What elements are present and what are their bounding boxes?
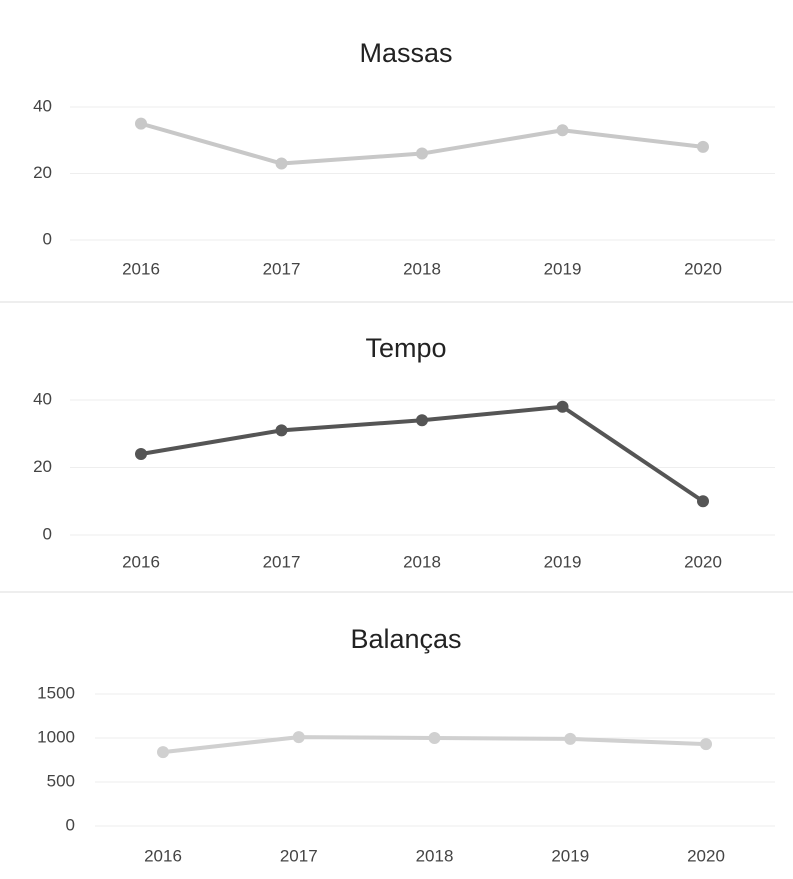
x-tick-label: 2019 — [544, 259, 582, 278]
point — [697, 495, 709, 508]
x-tick-label: 2018 — [416, 846, 454, 865]
x-tick-label: 2016 — [122, 552, 160, 571]
point — [135, 448, 147, 460]
x-tick-label: 2019 — [544, 552, 582, 571]
x-tick-label: 2018 — [403, 259, 441, 278]
point — [564, 732, 577, 745]
y-tick-label: 20 — [33, 457, 52, 476]
point — [416, 414, 428, 427]
point — [556, 124, 569, 137]
chart-title: Massas — [359, 38, 452, 68]
point — [135, 117, 147, 130]
x-tick-label: 2017 — [263, 552, 301, 571]
point — [556, 400, 569, 413]
x-tick-label: 2016 — [144, 846, 182, 865]
point — [700, 738, 712, 751]
point — [697, 140, 709, 153]
y-tick-label: 1000 — [37, 727, 75, 746]
point — [275, 424, 288, 437]
point — [416, 147, 428, 160]
chart-title: Tempo — [365, 333, 446, 363]
y-tick-label: 0 — [43, 229, 52, 248]
x-tick-label: 2020 — [684, 259, 722, 278]
x-tick-label: 2017 — [263, 259, 301, 278]
point — [428, 732, 441, 744]
point — [275, 157, 288, 170]
y-tick-label: 0 — [43, 524, 52, 543]
y-tick-label: 1500 — [37, 683, 75, 702]
x-tick-label: 2017 — [280, 846, 318, 865]
point — [157, 746, 169, 759]
x-tick-label: 2019 — [551, 846, 589, 865]
y-tick-label: 0 — [66, 815, 75, 834]
x-tick-label: 2020 — [687, 846, 725, 865]
point — [292, 731, 305, 744]
x-tick-label: 2018 — [403, 552, 441, 571]
x-tick-label: 2020 — [684, 552, 722, 571]
y-tick-label: 40 — [33, 96, 52, 115]
y-tick-label: 20 — [33, 163, 52, 182]
y-tick-label: 500 — [47, 771, 75, 790]
chart-title: Balanças — [350, 624, 461, 654]
y-tick-label: 40 — [33, 389, 52, 408]
x-tick-label: 2016 — [122, 259, 160, 278]
